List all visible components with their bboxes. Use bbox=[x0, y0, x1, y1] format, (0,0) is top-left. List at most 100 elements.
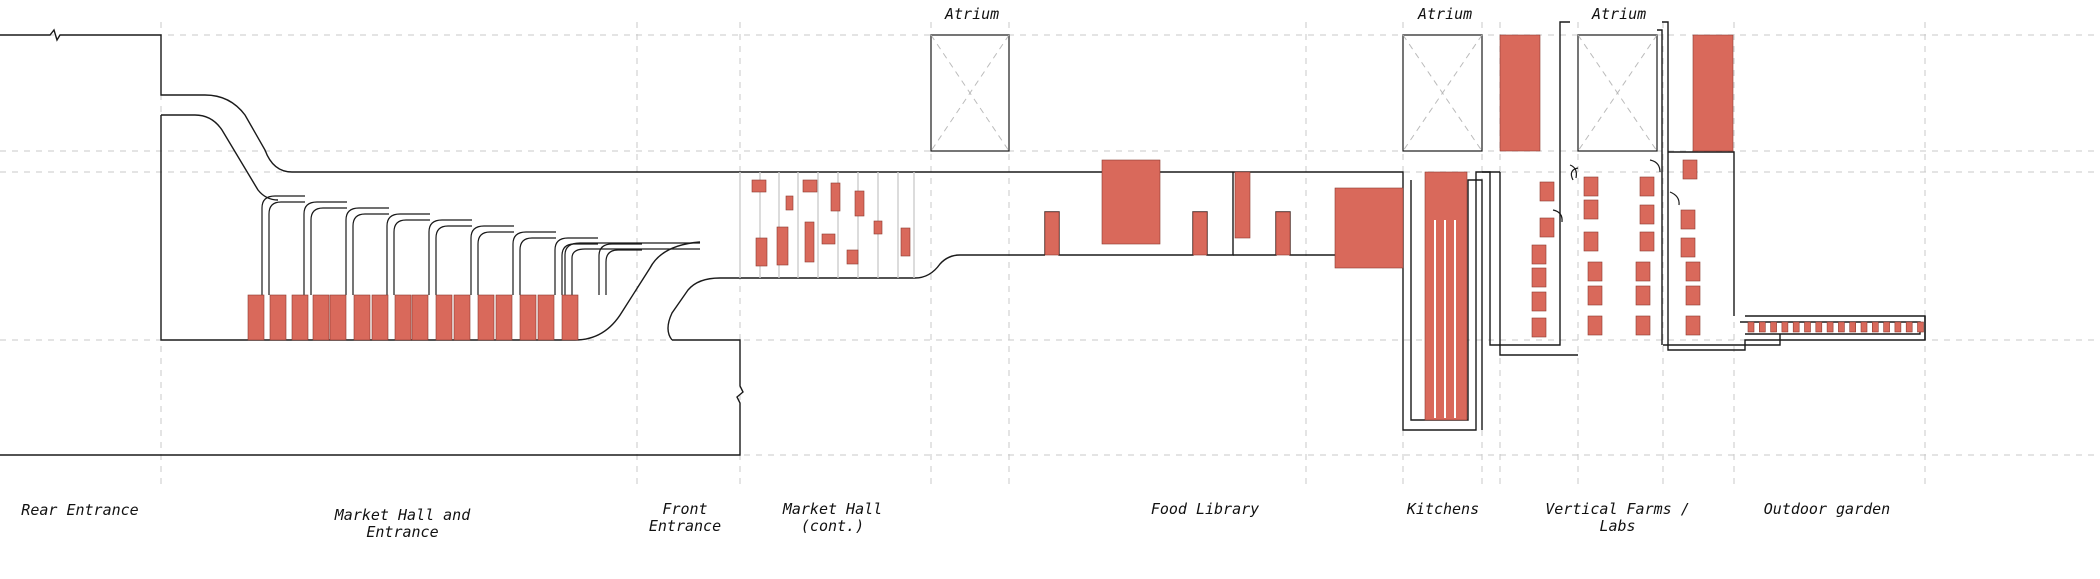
farm-tray-block bbox=[1583, 199, 1599, 220]
farm-tray-block bbox=[1539, 217, 1555, 238]
atrium-label: Atrium bbox=[945, 5, 1000, 23]
farm-tray-block bbox=[1680, 209, 1696, 230]
garden-planter bbox=[1815, 321, 1823, 333]
farm-tray-block bbox=[1587, 261, 1603, 282]
zone-label-market-hall-cont: Market Hall (cont.) bbox=[770, 501, 895, 535]
market-stall bbox=[411, 294, 429, 341]
market-stall bbox=[371, 294, 389, 341]
garden-planter bbox=[1894, 321, 1902, 333]
garden-planter bbox=[1860, 321, 1868, 333]
zone-label-rear-entrance: Rear Entrance bbox=[21, 501, 139, 519]
stall-arc bbox=[571, 248, 700, 295]
stall-arc bbox=[303, 201, 347, 295]
garden-planter bbox=[1838, 321, 1845, 333]
atrium-boxes bbox=[930, 34, 1658, 152]
grid-lines bbox=[0, 22, 2100, 490]
market-cont-block bbox=[776, 226, 789, 266]
food-library-shelf bbox=[1275, 211, 1291, 256]
market-cont-block bbox=[785, 195, 794, 211]
zone-label-food-library: Food Library bbox=[1150, 500, 1260, 518]
market-stall bbox=[291, 294, 309, 341]
market-cont-block bbox=[821, 233, 836, 245]
farm-tray-block bbox=[1639, 231, 1655, 252]
market-stall bbox=[269, 294, 287, 341]
zone-label-front-entrance: Front Entrance bbox=[635, 501, 735, 535]
market-stall bbox=[247, 294, 265, 341]
market-cont-block bbox=[900, 227, 911, 257]
stall-arc bbox=[598, 243, 642, 295]
farm-tray-block bbox=[1531, 291, 1547, 312]
zone-label-line: Market Hall (cont.) bbox=[782, 500, 883, 535]
food-library-block bbox=[1334, 187, 1404, 269]
stall-arc bbox=[605, 249, 642, 295]
market-stall bbox=[329, 294, 347, 341]
zone-label-vertical-farms-labs: Vertical Farms / Labs bbox=[1525, 501, 1710, 535]
stall-arc bbox=[564, 242, 700, 295]
market-stall bbox=[435, 294, 453, 341]
garden-planter bbox=[1826, 321, 1834, 333]
food-library-shelf bbox=[1234, 171, 1251, 239]
garden-planter bbox=[1872, 321, 1879, 333]
market-cont-block bbox=[804, 221, 815, 263]
garden-planter bbox=[1905, 321, 1913, 333]
stall-arc bbox=[554, 237, 598, 295]
zone-label-line: Front Entrance bbox=[648, 500, 722, 535]
farm-tray-block bbox=[1635, 285, 1651, 306]
market-cont-block bbox=[755, 237, 768, 267]
market-stall bbox=[561, 294, 579, 341]
market-stall bbox=[537, 294, 555, 341]
farm-tray-block bbox=[1531, 267, 1547, 288]
building-outline bbox=[0, 21, 1926, 456]
farm-tray-block bbox=[1639, 204, 1655, 225]
stall-arc bbox=[310, 207, 347, 295]
farm-tray-block bbox=[1635, 315, 1651, 336]
farm-tray-block bbox=[1531, 244, 1547, 265]
farm-tray-block bbox=[1685, 315, 1701, 336]
zone-label-market-hall-and-entrance: Market Hall and Entrance bbox=[300, 507, 505, 541]
farm-tray-block bbox=[1639, 176, 1655, 197]
market-stall bbox=[519, 294, 537, 341]
farm-tray-block bbox=[1531, 317, 1547, 338]
zone-label-line: Vertical Farms / Labs bbox=[1545, 500, 1690, 535]
stall-arc bbox=[386, 213, 430, 295]
atrium-label: Atrium bbox=[1418, 5, 1473, 23]
atrium-box bbox=[1577, 34, 1658, 152]
kitchen-rails bbox=[1434, 220, 1456, 418]
stall-arc bbox=[268, 201, 305, 295]
farm-tray-block bbox=[1587, 285, 1603, 306]
market-stall bbox=[353, 294, 371, 341]
farm-tray-block bbox=[1583, 176, 1599, 197]
stall-arc bbox=[470, 225, 514, 295]
program-blocks bbox=[247, 34, 1924, 421]
zone-label-kitchens: Kitchens bbox=[1406, 500, 1480, 518]
atrium-label: Atrium bbox=[1592, 5, 1647, 23]
zone-label-outdoor-garden: Outdoor garden bbox=[1763, 500, 1891, 518]
market-cont-block bbox=[830, 182, 841, 212]
garden-planter bbox=[1792, 321, 1800, 333]
market-cont-block bbox=[846, 249, 859, 265]
market-stall bbox=[477, 294, 495, 341]
farm-tray-block bbox=[1587, 315, 1603, 336]
farm-tray-block bbox=[1685, 285, 1701, 306]
garden-planter bbox=[1804, 321, 1811, 333]
stall-arc bbox=[345, 207, 389, 295]
market-cont-block bbox=[751, 179, 767, 193]
garden-planter bbox=[1883, 321, 1890, 333]
farm-tray-block bbox=[1680, 237, 1696, 258]
stall-arc bbox=[512, 231, 556, 295]
farm-doors bbox=[1552, 159, 1680, 223]
stall-arc bbox=[435, 225, 472, 295]
stall-arc bbox=[477, 231, 514, 295]
stall-arc bbox=[261, 195, 305, 295]
market-cont-block bbox=[802, 179, 818, 193]
farm-tray-block bbox=[1539, 181, 1555, 202]
farm-tray-block bbox=[1682, 159, 1698, 180]
stall-arc bbox=[428, 219, 472, 295]
market-stall bbox=[495, 294, 513, 341]
garden-planter bbox=[1747, 321, 1755, 333]
atrium-box bbox=[930, 34, 1010, 152]
market-stall bbox=[453, 294, 471, 341]
farm-tray-block bbox=[1635, 261, 1651, 282]
